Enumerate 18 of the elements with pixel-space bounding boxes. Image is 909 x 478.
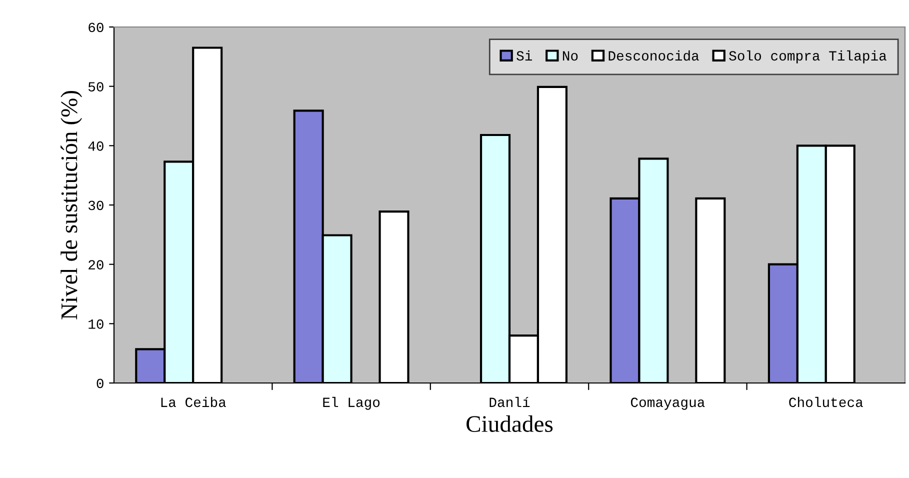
y-tick-label: 10 [88, 319, 104, 329]
y-tick-label: 20 [88, 260, 104, 270]
x-tick-label: La Ceiba [161, 396, 226, 408]
x-tick-label: Comayagua [630, 398, 705, 410]
legend-label: No [562, 51, 578, 61]
legend-label: Si [516, 50, 532, 61]
x-tick-label: Danlí [490, 396, 530, 408]
y-tick-label: 60 [88, 22, 104, 32]
y-tick-label: 40 [88, 141, 104, 151]
y-tick-label: 30 [88, 200, 104, 210]
legend-label: Desconocida [608, 50, 699, 61]
x-axis-title: Ciudades [466, 415, 553, 432]
legend-label: Solo compra Tilapia [729, 50, 886, 64]
y-tick-label: 50 [88, 82, 104, 92]
y-tick-label: 0 [96, 378, 104, 388]
x-tick-label: El Lago [323, 396, 380, 410]
y-axis-title: Nivel de sustitución (%) [60, 90, 82, 320]
x-tick-label: Choluteca [789, 396, 863, 408]
